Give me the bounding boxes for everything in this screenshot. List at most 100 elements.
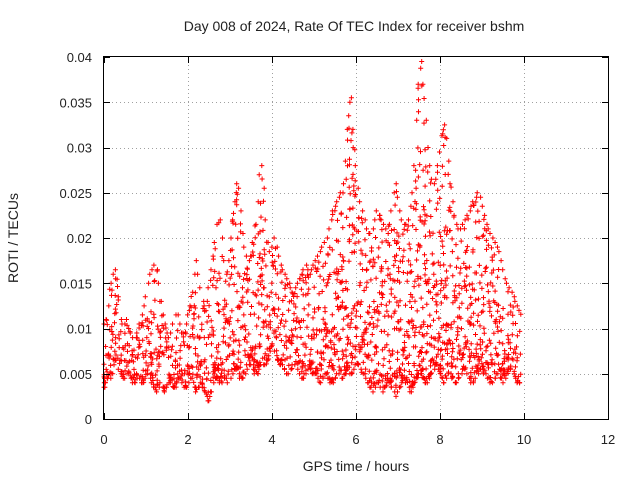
roti-point — [173, 365, 178, 371]
roti-point — [166, 344, 172, 350]
roti-point — [486, 365, 491, 371]
roti-point — [285, 371, 291, 377]
roti-point — [160, 349, 166, 355]
roti-point — [454, 336, 459, 342]
roti-point — [463, 341, 469, 347]
roti-point — [374, 349, 380, 355]
roti-point — [450, 363, 456, 369]
roti-point — [358, 314, 363, 320]
roti-point — [145, 363, 151, 369]
roti-point — [435, 291, 441, 297]
roti-point — [396, 233, 402, 239]
roti-point — [412, 379, 418, 385]
roti-point — [284, 276, 290, 282]
roti-point — [379, 266, 385, 272]
roti-point — [343, 347, 349, 353]
roti-point — [221, 325, 227, 331]
roti-point — [439, 163, 445, 169]
roti-point — [474, 190, 480, 196]
roti-point — [277, 332, 283, 338]
roti-point — [506, 352, 512, 357]
roti-point — [226, 342, 232, 348]
roti-point — [190, 332, 196, 337]
roti-point — [479, 272, 485, 278]
roti-point — [292, 326, 298, 332]
roti-point — [400, 254, 406, 260]
roti-point — [447, 263, 453, 269]
roti-point — [492, 240, 498, 245]
roti-point — [189, 375, 195, 381]
roti-point — [143, 348, 149, 354]
roti-point — [280, 298, 286, 303]
roti-point — [439, 356, 445, 362]
roti-point — [237, 342, 243, 348]
roti-point — [229, 308, 235, 314]
roti-point — [435, 169, 440, 175]
roti-point — [177, 355, 183, 361]
roti-point — [248, 253, 254, 259]
roti-point — [503, 375, 509, 381]
roti-point — [203, 308, 209, 314]
roti-point — [498, 328, 504, 334]
roti-point — [414, 257, 420, 263]
roti-point — [302, 341, 308, 347]
roti-point — [450, 273, 456, 279]
roti-point — [224, 269, 230, 275]
roti-point — [344, 359, 350, 365]
roti-point — [444, 295, 450, 301]
roti-point — [316, 259, 322, 265]
roti-point — [461, 351, 466, 357]
roti-point — [516, 307, 522, 313]
roti-point — [418, 65, 424, 71]
roti-point — [376, 361, 381, 367]
roti-point — [358, 366, 364, 372]
roti-point — [396, 265, 401, 271]
roti-point — [514, 333, 520, 339]
roti-point — [180, 334, 186, 340]
roti-point — [130, 352, 135, 357]
roti-point — [148, 331, 154, 337]
roti-point — [238, 359, 244, 365]
roti-point — [312, 258, 318, 264]
roti-point — [438, 234, 444, 239]
roti-point — [243, 334, 248, 340]
roti-point — [282, 285, 288, 291]
roti-point — [152, 297, 158, 303]
roti-point — [443, 328, 449, 333]
roti-point — [478, 194, 484, 200]
roti-point — [125, 348, 130, 354]
roti-point — [230, 220, 236, 226]
roti-point — [240, 294, 246, 300]
roti-point — [461, 260, 467, 266]
roti-point — [319, 244, 325, 250]
roti-point — [216, 302, 221, 308]
roti-point — [242, 271, 248, 277]
roti-point — [182, 367, 188, 373]
roti-point — [425, 169, 431, 175]
roti-point — [459, 300, 465, 306]
roti-point — [231, 282, 237, 287]
roti-point — [468, 294, 474, 300]
roti-point — [338, 280, 344, 286]
roti-point — [153, 387, 159, 393]
roti-point — [341, 258, 347, 264]
roti-point — [364, 267, 369, 273]
roti-point — [282, 366, 287, 372]
roti-point — [477, 323, 483, 329]
roti-point — [260, 355, 266, 361]
roti-point — [439, 133, 445, 139]
roti-point — [217, 217, 223, 223]
roti-point — [320, 350, 326, 356]
roti-point — [146, 319, 152, 325]
roti-point — [406, 361, 411, 366]
roti-point — [405, 332, 411, 338]
roti-point — [382, 344, 388, 350]
roti-point — [210, 282, 216, 288]
roti-point — [338, 210, 344, 216]
roti-point — [419, 345, 425, 351]
roti-point — [192, 290, 198, 296]
roti-point — [315, 375, 321, 381]
roti-point — [455, 329, 461, 335]
roti-point — [395, 349, 401, 355]
roti-point — [298, 286, 304, 292]
